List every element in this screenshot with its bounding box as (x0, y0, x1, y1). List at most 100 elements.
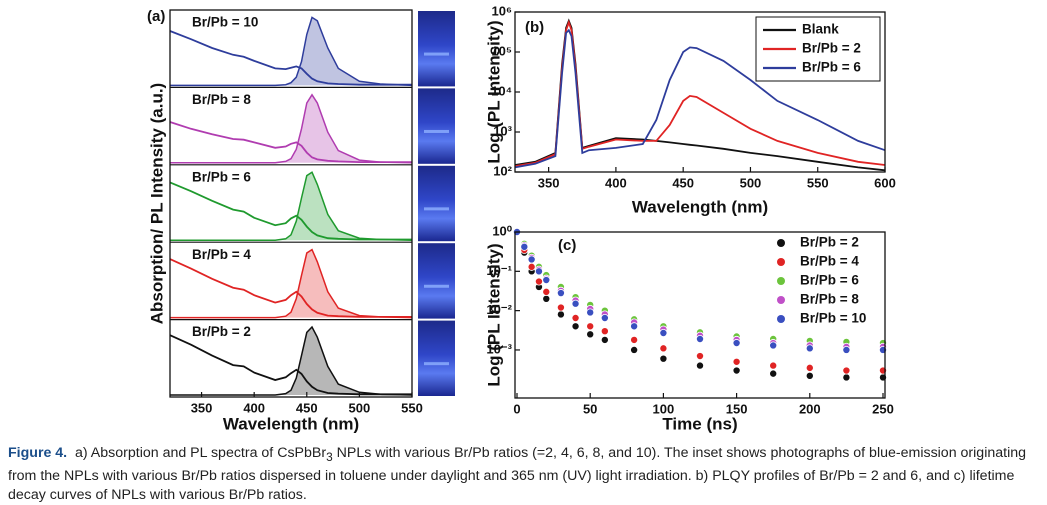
scatter-point (556, 289, 565, 298)
scatter-point (630, 322, 639, 331)
legend-label: Br/Pb = 8 (800, 292, 859, 307)
vial-photo (418, 243, 455, 319)
vial-photo (418, 165, 455, 242)
x-tick-label: 500 (349, 400, 371, 415)
scatter-point (769, 369, 778, 378)
scatter-point (571, 299, 580, 308)
plot-frame (514, 231, 886, 399)
x-tick-label: 150 (726, 401, 748, 416)
series-label: Br/Pb = 10 (192, 15, 258, 30)
pl-curve (170, 248, 413, 319)
legend-label: Br/Pb = 2 (800, 235, 859, 250)
vial-photo (418, 320, 455, 396)
line-series (514, 28, 886, 169)
y-tick-label: 10² (493, 163, 512, 178)
caption-text: NPLs with various Br/Pb ratios (=2, 4, 6… (8, 445, 1026, 503)
x-tick-label: 50 (583, 401, 597, 416)
scatter-point (534, 267, 543, 276)
y-tick-label: 10⁻¹ (486, 263, 512, 278)
scatter-point (659, 328, 668, 337)
scatter-point (732, 366, 741, 375)
x-axis-title: Time (ns) (662, 414, 737, 433)
y-tick-label: 10⁶ (492, 3, 512, 18)
scatter-point (842, 373, 851, 382)
plot-frame (169, 9, 413, 398)
vial-photo (418, 11, 455, 87)
scatter-point (542, 276, 551, 285)
x-axis-title: Wavelength (nm) (632, 197, 768, 216)
absorption-curve (169, 30, 412, 86)
scatter-point (542, 287, 551, 296)
figure: Br/Pb = 10 Br/Pb = 8 Br/Pb = 6 Br/Pb = 4 Br/… (147, 3, 896, 433)
y-tick-label: 10³ (493, 123, 512, 138)
series-label: Br/Pb = 8 (192, 92, 251, 107)
y-tick-label: 10⁻² (486, 302, 512, 317)
series-label: Br/Pb = 4 (192, 247, 251, 262)
absorption-curve (169, 181, 412, 241)
x-tick-label: 100 (653, 401, 675, 416)
caption: Figure 4. a) Absorption and PL spectra o… (8, 444, 1044, 505)
x-tick-label: 400 (243, 400, 265, 415)
legend-label: Br/Pb = 6 (800, 273, 859, 288)
scatter-point (600, 327, 609, 336)
legend-swatch (777, 277, 785, 285)
absorption-curve (169, 334, 412, 396)
caption-text: a) Absorption and PL spectra of CsPbBr (75, 445, 327, 461)
scatter-point (696, 334, 705, 343)
y-axis-title: Absorption/ PL Intensity (a.u.) (147, 83, 166, 324)
caption-sub: 3 (326, 449, 333, 464)
x-tick-label: 550 (401, 400, 423, 415)
scatter-point (600, 313, 609, 322)
scatter-point (769, 361, 778, 370)
scatter-point (696, 361, 705, 370)
panel-label: (c) (558, 237, 576, 254)
absorption-curve (169, 258, 412, 318)
y-tick-label: 10⁴ (491, 83, 512, 98)
scatter-point (571, 313, 580, 322)
vial-glow (424, 52, 449, 56)
y-tick-label: 10⁰ (492, 223, 512, 238)
x-tick-label: 350 (191, 400, 213, 415)
legend-label: Br/Pb = 4 (800, 254, 859, 269)
x-tick-label: 500 (740, 175, 762, 190)
scatter-point (586, 330, 595, 339)
scatter-point (732, 357, 741, 366)
vial-glow (424, 129, 449, 133)
x-tick-label: 0 (513, 401, 520, 416)
vial-glow (424, 284, 449, 288)
scatter-point (600, 335, 609, 344)
x-tick-label: 450 (296, 400, 318, 415)
scatter-point (842, 345, 851, 354)
x-tick-label: 200 (799, 401, 821, 416)
x-tick-label: 400 (605, 175, 627, 190)
scatter-point (556, 303, 565, 312)
absorption-curve (169, 121, 412, 163)
scatter-point (696, 352, 705, 361)
scatter-point (542, 294, 551, 303)
panel-label: (a) (147, 8, 165, 25)
scatter-point (732, 339, 741, 348)
pl-curve (170, 16, 413, 87)
vial-glow (424, 207, 449, 211)
scatter-point (571, 322, 580, 331)
pl-curve (170, 171, 413, 241)
x-tick-label: 550 (807, 175, 829, 190)
scatter-point (805, 371, 814, 380)
scatter-point (659, 344, 668, 353)
legend-swatch (777, 258, 785, 266)
legend-swatch (777, 296, 785, 304)
pl-curve (170, 93, 413, 164)
legend-label: Blank (802, 22, 839, 37)
scatter-point (769, 341, 778, 350)
scatter-point (659, 354, 668, 363)
legend-swatch (777, 239, 785, 247)
legend-label: Br/Pb = 10 (800, 311, 866, 326)
y-tick-label: 10⁵ (491, 43, 512, 58)
scatter-point (630, 345, 639, 354)
scatter-point (586, 322, 595, 331)
x-tick-label: 450 (672, 175, 694, 190)
series-label: Br/Pb = 2 (192, 324, 251, 339)
scatter-point (586, 308, 595, 317)
scatter-point (527, 255, 536, 264)
